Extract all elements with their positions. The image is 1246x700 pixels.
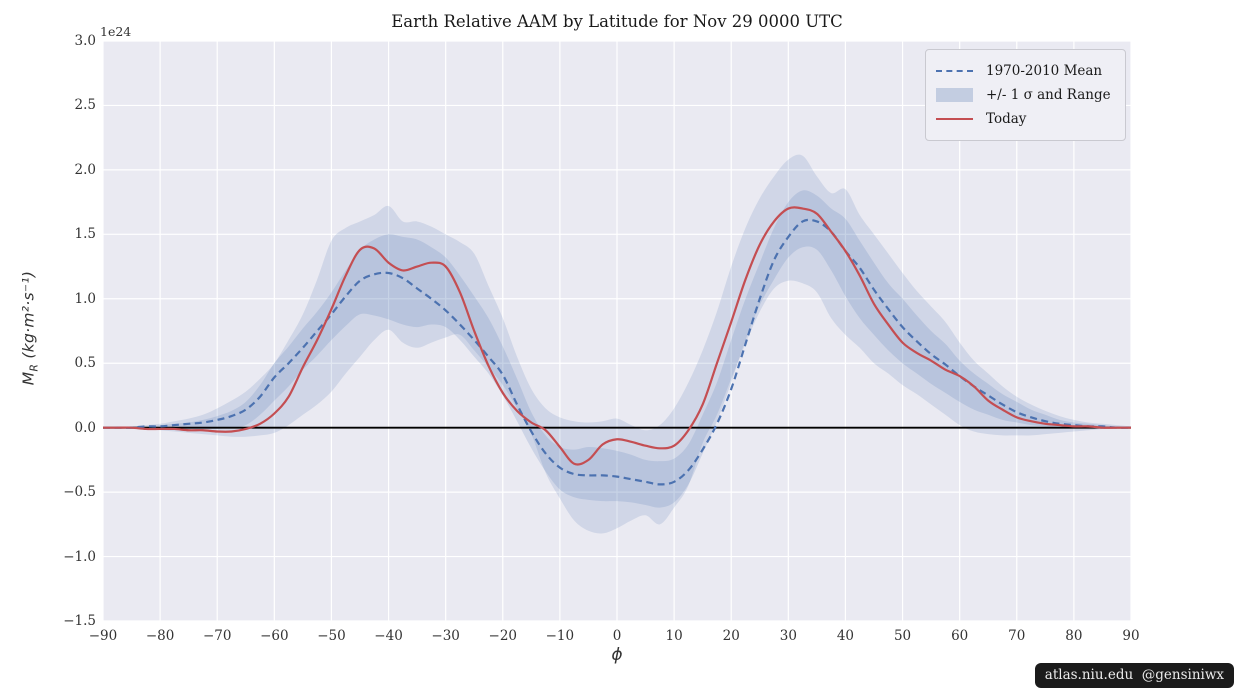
- legend-solid-line-sample: [936, 118, 973, 120]
- sigma-band-area: [103, 190, 1131, 508]
- today-line-path: [103, 206, 1131, 466]
- y-tick-label: 3.0: [74, 33, 96, 49]
- y-tick-label: 2.5: [74, 97, 96, 114]
- y-axis-label-sub: R: [28, 363, 41, 372]
- x-tick-label: −20: [488, 628, 518, 644]
- legend-row-sigma-range: +/- 1 σ and Range: [936, 84, 1115, 106]
- y-tick-label: 1.5: [74, 226, 96, 243]
- legend-label-sigma-range: +/- 1 σ and Range: [986, 87, 1111, 103]
- x-tick-label: −50: [317, 628, 346, 644]
- x-tick-label: −30: [431, 628, 460, 644]
- x-tick-label: −10: [545, 628, 575, 644]
- x-tick-label: 30: [779, 628, 797, 644]
- x-tick-label: 60: [951, 628, 969, 644]
- x-tick-label: 20: [722, 628, 740, 644]
- x-tick-label: −40: [374, 628, 403, 644]
- sigma-band: [103, 190, 1131, 508]
- x-axis-label: ϕ: [611, 645, 623, 665]
- y-tick-label: 1.0: [74, 290, 96, 307]
- legend-dashed-line-sample: [936, 70, 973, 72]
- today-line: [103, 206, 1131, 466]
- x-tick-label: 10: [665, 628, 683, 644]
- y-tick-label: −1.0: [63, 548, 96, 565]
- x-tick-label: 80: [1065, 628, 1083, 644]
- x-tick-label: 0: [612, 628, 622, 644]
- x-tick-label: 70: [1008, 628, 1026, 644]
- x-tick-label: −90: [88, 628, 118, 644]
- y-axis-label-main: M: [19, 371, 38, 386]
- y-axis-label: MR (kg·m²·s⁻¹): [19, 271, 40, 385]
- x-tick-label: −70: [202, 628, 232, 644]
- x-tick-label: 40: [836, 628, 855, 644]
- watermark-badge: atlas.niu.edu @gensiniwx: [1034, 663, 1234, 688]
- y-tick-label: −1.5: [63, 613, 96, 629]
- chart-title: Earth Relative AAM by Latitude for Nov 2…: [391, 12, 843, 31]
- x-tick-label: −60: [260, 628, 289, 644]
- y-axis-offset-label: 1e24: [100, 24, 132, 39]
- gridlines: [103, 41, 1131, 621]
- y-tick-label: 0.5: [74, 355, 96, 372]
- x-tick-label: 90: [1122, 628, 1140, 644]
- legend-patch-sample: [936, 88, 973, 102]
- legend-label-today: Today: [986, 111, 1027, 127]
- y-axis-label-units: (kg·m²·s⁻¹): [19, 270, 38, 364]
- x-tick-label: −80: [145, 628, 175, 644]
- legend: 1970-2010 Mean +/- 1 σ and Range Today: [925, 49, 1126, 141]
- mean-line: [103, 218, 1131, 486]
- x-tick-label: 50: [893, 628, 912, 644]
- y-tick-label: 0.0: [74, 419, 96, 436]
- plot-canvas: [103, 41, 1131, 621]
- legend-row-mean: 1970-2010 Mean: [936, 60, 1115, 82]
- y-tick-label: −0.5: [63, 484, 96, 501]
- y-tick-label: 2.0: [74, 161, 96, 178]
- mean-line-path: [103, 218, 1131, 486]
- legend-row-today: Today: [936, 108, 1115, 130]
- legend-label-mean: 1970-2010 Mean: [986, 63, 1103, 79]
